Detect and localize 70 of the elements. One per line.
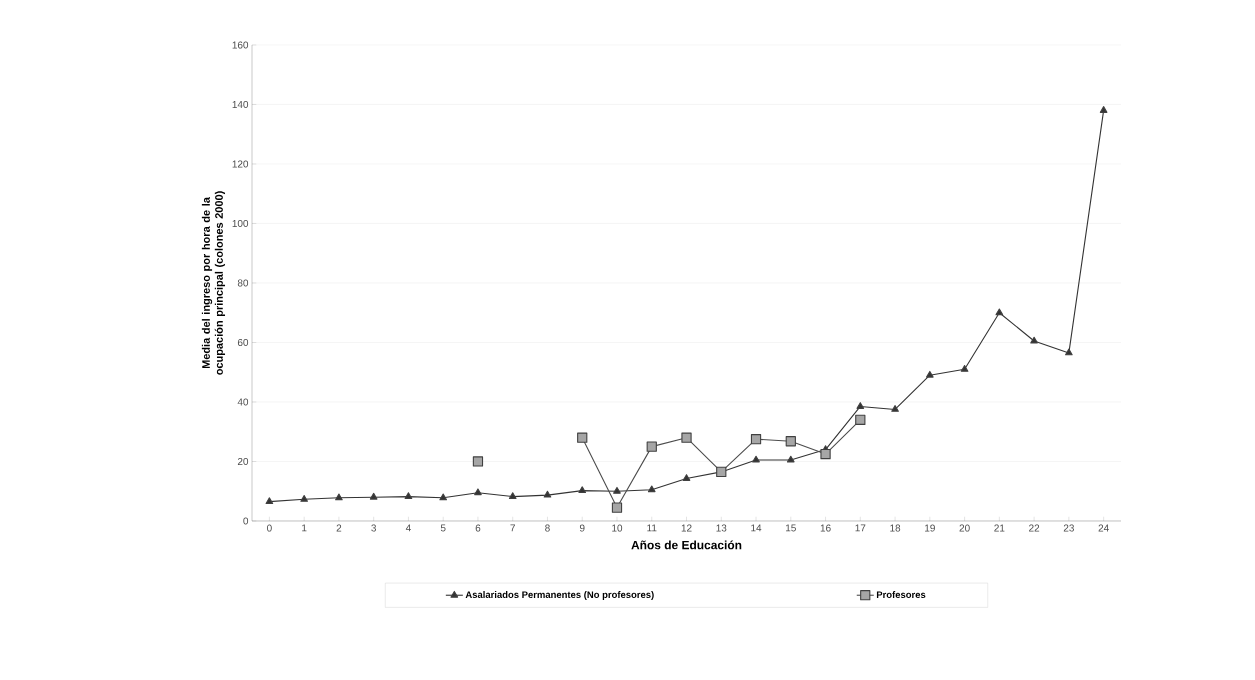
y-tick-label: 60 (237, 338, 249, 347)
point (1065, 348, 1073, 356)
point (786, 455, 795, 463)
x-tick-label: 20 (959, 524, 970, 532)
point (926, 370, 934, 378)
point (785, 436, 796, 447)
x-tick-label: 17 (855, 524, 866, 532)
legend-label: Profesores (876, 591, 926, 599)
x-tick-label: 2 (336, 524, 342, 532)
x-tick-label: 24 (1098, 524, 1109, 532)
x-tick-label: 7 (510, 524, 515, 532)
point (682, 474, 691, 481)
y-tick-label: 140 (232, 100, 249, 109)
point (960, 364, 969, 372)
point (369, 492, 378, 500)
x-tick-label: 15 (786, 524, 796, 532)
x-tick-label: 12 (681, 524, 692, 532)
point (750, 434, 762, 445)
y-tick-label: 100 (232, 219, 249, 228)
point (891, 405, 899, 412)
x-tick-label: 19 (925, 524, 935, 532)
point (474, 488, 482, 496)
point (439, 493, 448, 501)
point (1099, 106, 1108, 113)
point (613, 486, 621, 494)
point (647, 485, 656, 493)
point (404, 492, 413, 500)
y-tick-label: 0 (243, 517, 249, 525)
point (995, 308, 1004, 316)
x-tick-label: 1 (302, 524, 307, 532)
point (855, 414, 866, 425)
x-tick-label: 13 (716, 524, 727, 532)
x-tick-label: 6 (475, 524, 481, 532)
x-tick-label: 0 (267, 524, 272, 532)
point (681, 432, 692, 443)
point (577, 432, 588, 443)
x-tick-label: 5 (440, 524, 446, 532)
point (472, 456, 484, 467)
x-tick-label: 21 (994, 524, 1005, 532)
x-axis-title: Años de Educación (631, 540, 742, 550)
y-axis-title: Media del ingreso por hora de la ocupación principal (colones 2000) (201, 191, 226, 375)
x-tick-label: 4 (405, 524, 411, 532)
x-tick-label: 14 (751, 524, 762, 532)
y-tick-label: 20 (237, 457, 249, 466)
x-tick-label: 11 (647, 524, 657, 532)
x-tick-label: 22 (1029, 524, 1040, 532)
y-tick-label: 40 (237, 398, 249, 406)
legend-label: Asalariados Permanentes (No profesores) (465, 591, 654, 600)
x-tick-label: 23 (1063, 524, 1074, 532)
point (508, 492, 517, 500)
x-tick-label: 9 (579, 524, 585, 532)
x-tick-label: 8 (545, 524, 550, 532)
point (543, 490, 552, 498)
y-tick-label: 120 (232, 160, 249, 168)
point (1030, 336, 1038, 344)
y-tick-label: 160 (232, 41, 249, 49)
point (820, 448, 831, 460)
point (646, 441, 657, 452)
point (335, 493, 343, 501)
x-tick-label: 18 (890, 524, 901, 532)
x-tick-label: 3 (371, 524, 377, 532)
y-tick-label: 80 (237, 279, 249, 287)
point (611, 502, 623, 513)
point (578, 486, 587, 494)
point (752, 455, 760, 463)
point (300, 494, 308, 502)
x-tick-label: 10 (612, 524, 623, 532)
point (856, 402, 865, 409)
x-tick-label: 16 (820, 524, 831, 532)
point (265, 497, 274, 505)
